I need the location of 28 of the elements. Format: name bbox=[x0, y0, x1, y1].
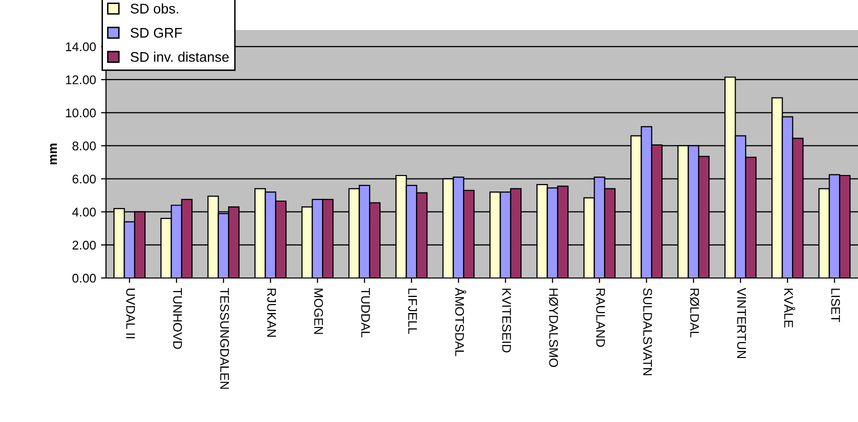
y-tick-label: 14.00 bbox=[66, 42, 96, 52]
x-tick-label: TUNHOVD bbox=[173, 288, 182, 349]
y-tick-label: 0.00 bbox=[72, 274, 96, 283]
x-tick-label: LISET bbox=[831, 288, 840, 322]
y-tick-label: 10.00 bbox=[66, 108, 96, 118]
legend-label: SD inv. distanse bbox=[130, 52, 229, 62]
y-tick-label: 8.00 bbox=[72, 142, 96, 150]
y-tick-label: 6.00 bbox=[72, 174, 96, 184]
x-tick-label: TUDDAL bbox=[361, 288, 370, 338]
x-tick-label: RØLDAL bbox=[690, 288, 700, 338]
x-tick-label: MOGEN bbox=[314, 288, 323, 334]
x-tick-label: RJUKAN bbox=[267, 288, 276, 337]
x-tick-label: KVITESEID bbox=[502, 288, 511, 352]
x-tick-label: UVDAL II bbox=[126, 288, 135, 338]
y-tick-label: 4.00 bbox=[72, 208, 96, 217]
y-axis-title: mm bbox=[50, 144, 57, 164]
y-tick-label: 12.00 bbox=[66, 75, 96, 84]
x-tick-label: RAULAND bbox=[596, 288, 605, 347]
x-tick-label: SULDALSVATN bbox=[643, 288, 652, 376]
legend-label: SD obs. bbox=[130, 3, 178, 14]
x-tick-label: HØYDALSMO bbox=[548, 288, 558, 367]
x-tick-label: LIFJELL bbox=[408, 288, 417, 334]
y-tick-label: 2.00 bbox=[72, 240, 96, 250]
x-tick-label: KVÅLE bbox=[784, 288, 796, 328]
x-tick-label: TESSUNGDALEN bbox=[220, 288, 229, 389]
legend-label: SD GRF bbox=[130, 28, 182, 38]
x-tick-label: VINTERTUN bbox=[737, 288, 746, 358]
x-tick-label: ÅMOTSDAL bbox=[455, 288, 466, 356]
